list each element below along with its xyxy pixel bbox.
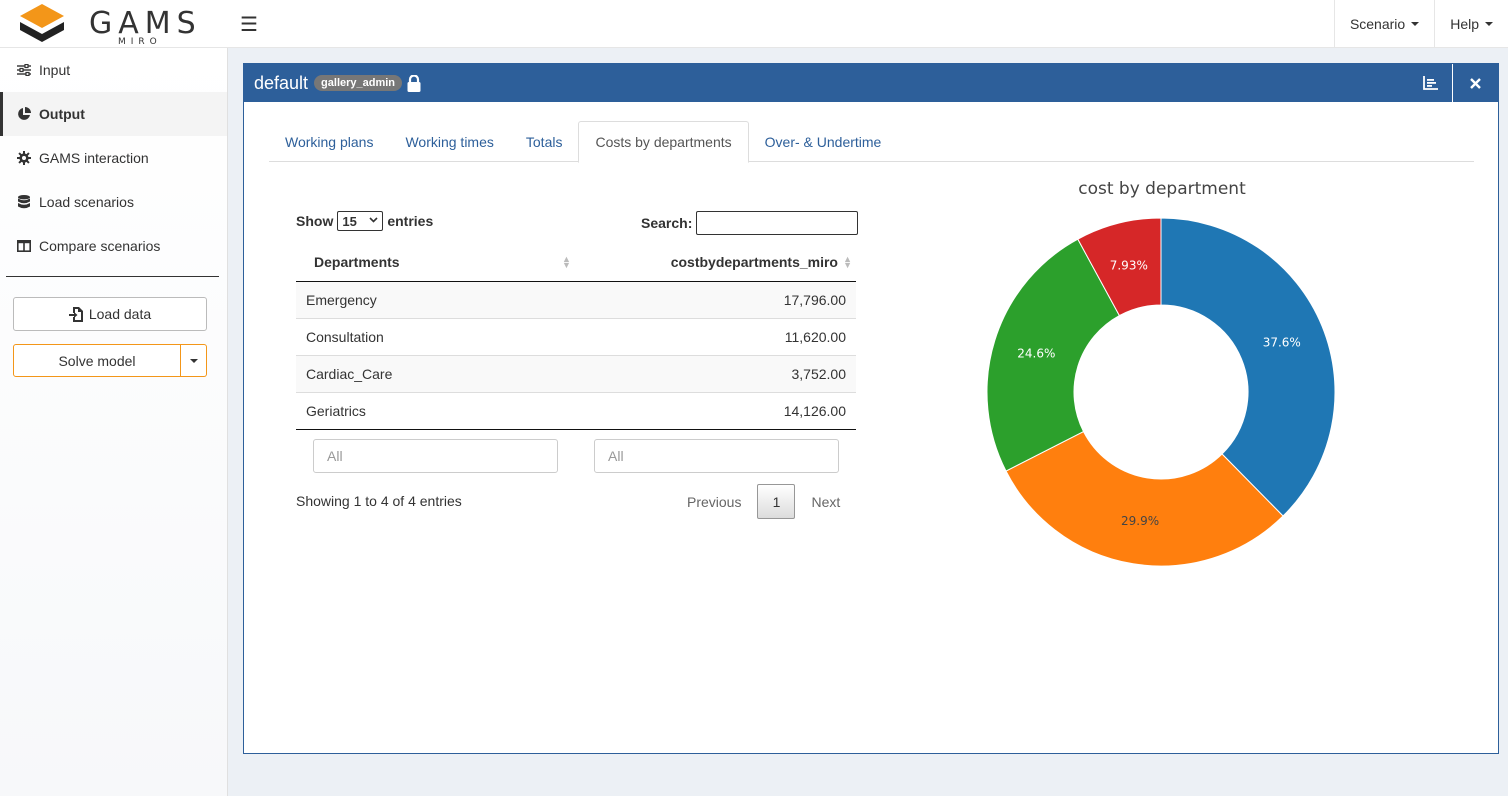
table-row[interactable]: Geriatrics 14,126.00 <box>296 391 856 430</box>
next-page-button[interactable]: Next <box>811 493 841 510</box>
sidebar-item-load-scenarios[interactable]: Load scenarios <box>0 180 227 224</box>
sidebar-divider <box>6 276 219 277</box>
sliders-icon <box>16 64 32 76</box>
chart-title: cost by department <box>1078 179 1246 199</box>
top-navbar: GAMS MIRO ☰ Scenario Help <box>0 0 1508 48</box>
column-header-label: Departments <box>314 253 400 270</box>
sidebar-item-compare-scenarios[interactable]: Compare scenarios <box>0 224 227 268</box>
search-label: Search: <box>641 215 693 231</box>
tab-costs-by-departments[interactable]: Costs by departments <box>578 121 749 163</box>
database-icon <box>16 195 32 209</box>
logo-text: GAMS <box>89 6 202 41</box>
column-header-cost[interactable]: costbydepartments_miro ▲ ▼ <box>576 243 856 282</box>
caret-down-icon <box>1411 22 1420 26</box>
table-row[interactable]: Consultation 11,620.00 <box>296 317 856 355</box>
search-input[interactable] <box>696 211 859 235</box>
sidebar-item-input[interactable]: Input <box>0 48 227 92</box>
table-cell-department: Emergency <box>296 280 576 318</box>
pagination: Previous 1 Next <box>674 484 853 519</box>
box-header: default gallery_admin <box>244 64 1498 102</box>
sidebar-item-label: Load scenarios <box>39 194 134 210</box>
sidebar-item-label: GAMS interaction <box>39 150 149 166</box>
scenario-menu[interactable]: Scenario <box>1333 0 1434 48</box>
slice-label: 37.6% <box>1263 336 1301 350</box>
sidebar-item-label: Output <box>39 106 85 122</box>
solve-model-button[interactable]: Solve model <box>13 344 181 377</box>
table-cell-department: Consultation <box>296 317 576 355</box>
sort-icon: ▲ ▼ <box>843 254 852 270</box>
tab-working-plans[interactable]: Working plans <box>285 133 374 150</box>
table-row[interactable]: Cardiac_Care 3,752.00 <box>296 354 856 392</box>
gams-miro-logo[interactable]: GAMS MIRO <box>14 2 204 47</box>
scenario-menu-label: Scenario <box>1349 16 1406 32</box>
output-tabs: Working plans Working times Totals Costs… <box>269 121 1474 163</box>
pie-slice[interactable] <box>1077 217 1162 317</box>
columns-icon <box>16 240 32 252</box>
previous-page-button[interactable]: Previous <box>687 493 742 510</box>
page-length-value: 15 <box>342 213 357 229</box>
solve-button-group: Solve model <box>13 344 207 377</box>
sort-icon: ▲ ▼ <box>562 254 571 270</box>
pie-slice[interactable] <box>986 238 1121 472</box>
column-header-label: costbydepartments_miro <box>670 253 838 270</box>
table-row[interactable]: Emergency 17,796.00 <box>296 280 856 318</box>
sidebar-item-output[interactable]: Output <box>0 92 227 136</box>
show-label: Show <box>296 213 334 229</box>
pie-slice[interactable] <box>1005 430 1284 567</box>
output-box: default gallery_admin Working plans Work… <box>243 63 1499 754</box>
sidebar-item-label: Compare scenarios <box>39 238 161 254</box>
table-cell-department: Cardiac_Care <box>296 354 576 392</box>
load-data-button[interactable]: Load data <box>13 297 207 331</box>
departments-filter-input[interactable]: All <box>313 439 558 473</box>
table-cell-cost: 14,126.00 <box>576 391 856 430</box>
slice-label: 24.6% <box>1017 346 1055 360</box>
table-cell-cost: 3,752.00 <box>576 354 856 392</box>
sidebar: Input Output GAMS interaction Load scena… <box>0 48 228 796</box>
hamburger-icon[interactable]: ☰ <box>240 14 258 36</box>
close-icon[interactable] <box>1452 64 1498 102</box>
column-header-departments[interactable]: Departments ▲ ▼ <box>296 243 576 282</box>
file-import-icon <box>68 306 83 322</box>
slice-label: 29.9% <box>1121 514 1159 528</box>
table-cell-cost: 11,620.00 <box>576 317 856 355</box>
filter-placeholder: All <box>608 448 624 464</box>
table-search: Search: <box>641 211 859 235</box>
page-1-button[interactable]: 1 <box>757 484 796 519</box>
cost-filter-input[interactable]: All <box>594 439 839 473</box>
table-cell-department: Geriatrics <box>296 391 576 430</box>
donut-chart-svg: cost by department 37.6%29.9%24.6%7.93% … <box>986 179 1336 567</box>
caret-down-icon <box>189 358 198 363</box>
caret-down-icon <box>1485 22 1493 26</box>
load-data-label: Load data <box>88 306 152 322</box>
owner-badge: gallery_admin <box>314 75 403 91</box>
pie-chart-icon <box>16 107 32 121</box>
page-length-select[interactable]: 15 <box>337 211 384 231</box>
help-menu[interactable]: Help <box>1434 0 1508 48</box>
logo-subtext: MIRO <box>118 37 162 47</box>
solve-options-dropdown[interactable] <box>181 344 207 377</box>
solve-model-label: Solve model <box>58 352 136 369</box>
lock-icon <box>406 74 422 92</box>
pie-slice[interactable] <box>1160 217 1336 517</box>
gear-icon <box>16 151 32 165</box>
chart-toggle-icon[interactable] <box>1408 64 1452 102</box>
table-cell-cost: 17,796.00 <box>576 280 856 318</box>
help-menu-label: Help <box>1450 16 1479 32</box>
slice-label: 7.93% <box>1110 259 1148 273</box>
tab-totals[interactable]: Totals <box>525 133 563 150</box>
page-length-control: Show 15 entries <box>296 211 433 231</box>
cost-by-department-chart: cost by department 37.6% 29.9% 24.6% 7.93% … <box>904 169 1484 639</box>
tab-over-undertime[interactable]: Over- & Undertime <box>764 133 882 150</box>
table-info: Showing 1 to 4 of 4 entries <box>296 493 462 509</box>
entries-label: entries <box>387 213 434 229</box>
chevron-down-icon <box>369 217 378 223</box>
filter-placeholder: All <box>327 448 343 464</box>
sidebar-item-label: Input <box>39 62 71 78</box>
costs-table: Departments ▲ ▼ costbydepartments_miro ▲ ▼… <box>296 243 856 430</box>
scenario-title: default <box>254 72 309 93</box>
sidebar-item-gams-interaction[interactable]: GAMS interaction <box>0 136 227 180</box>
tab-working-times[interactable]: Working times <box>405 133 494 150</box>
logo-mark-icon <box>20 4 64 42</box>
